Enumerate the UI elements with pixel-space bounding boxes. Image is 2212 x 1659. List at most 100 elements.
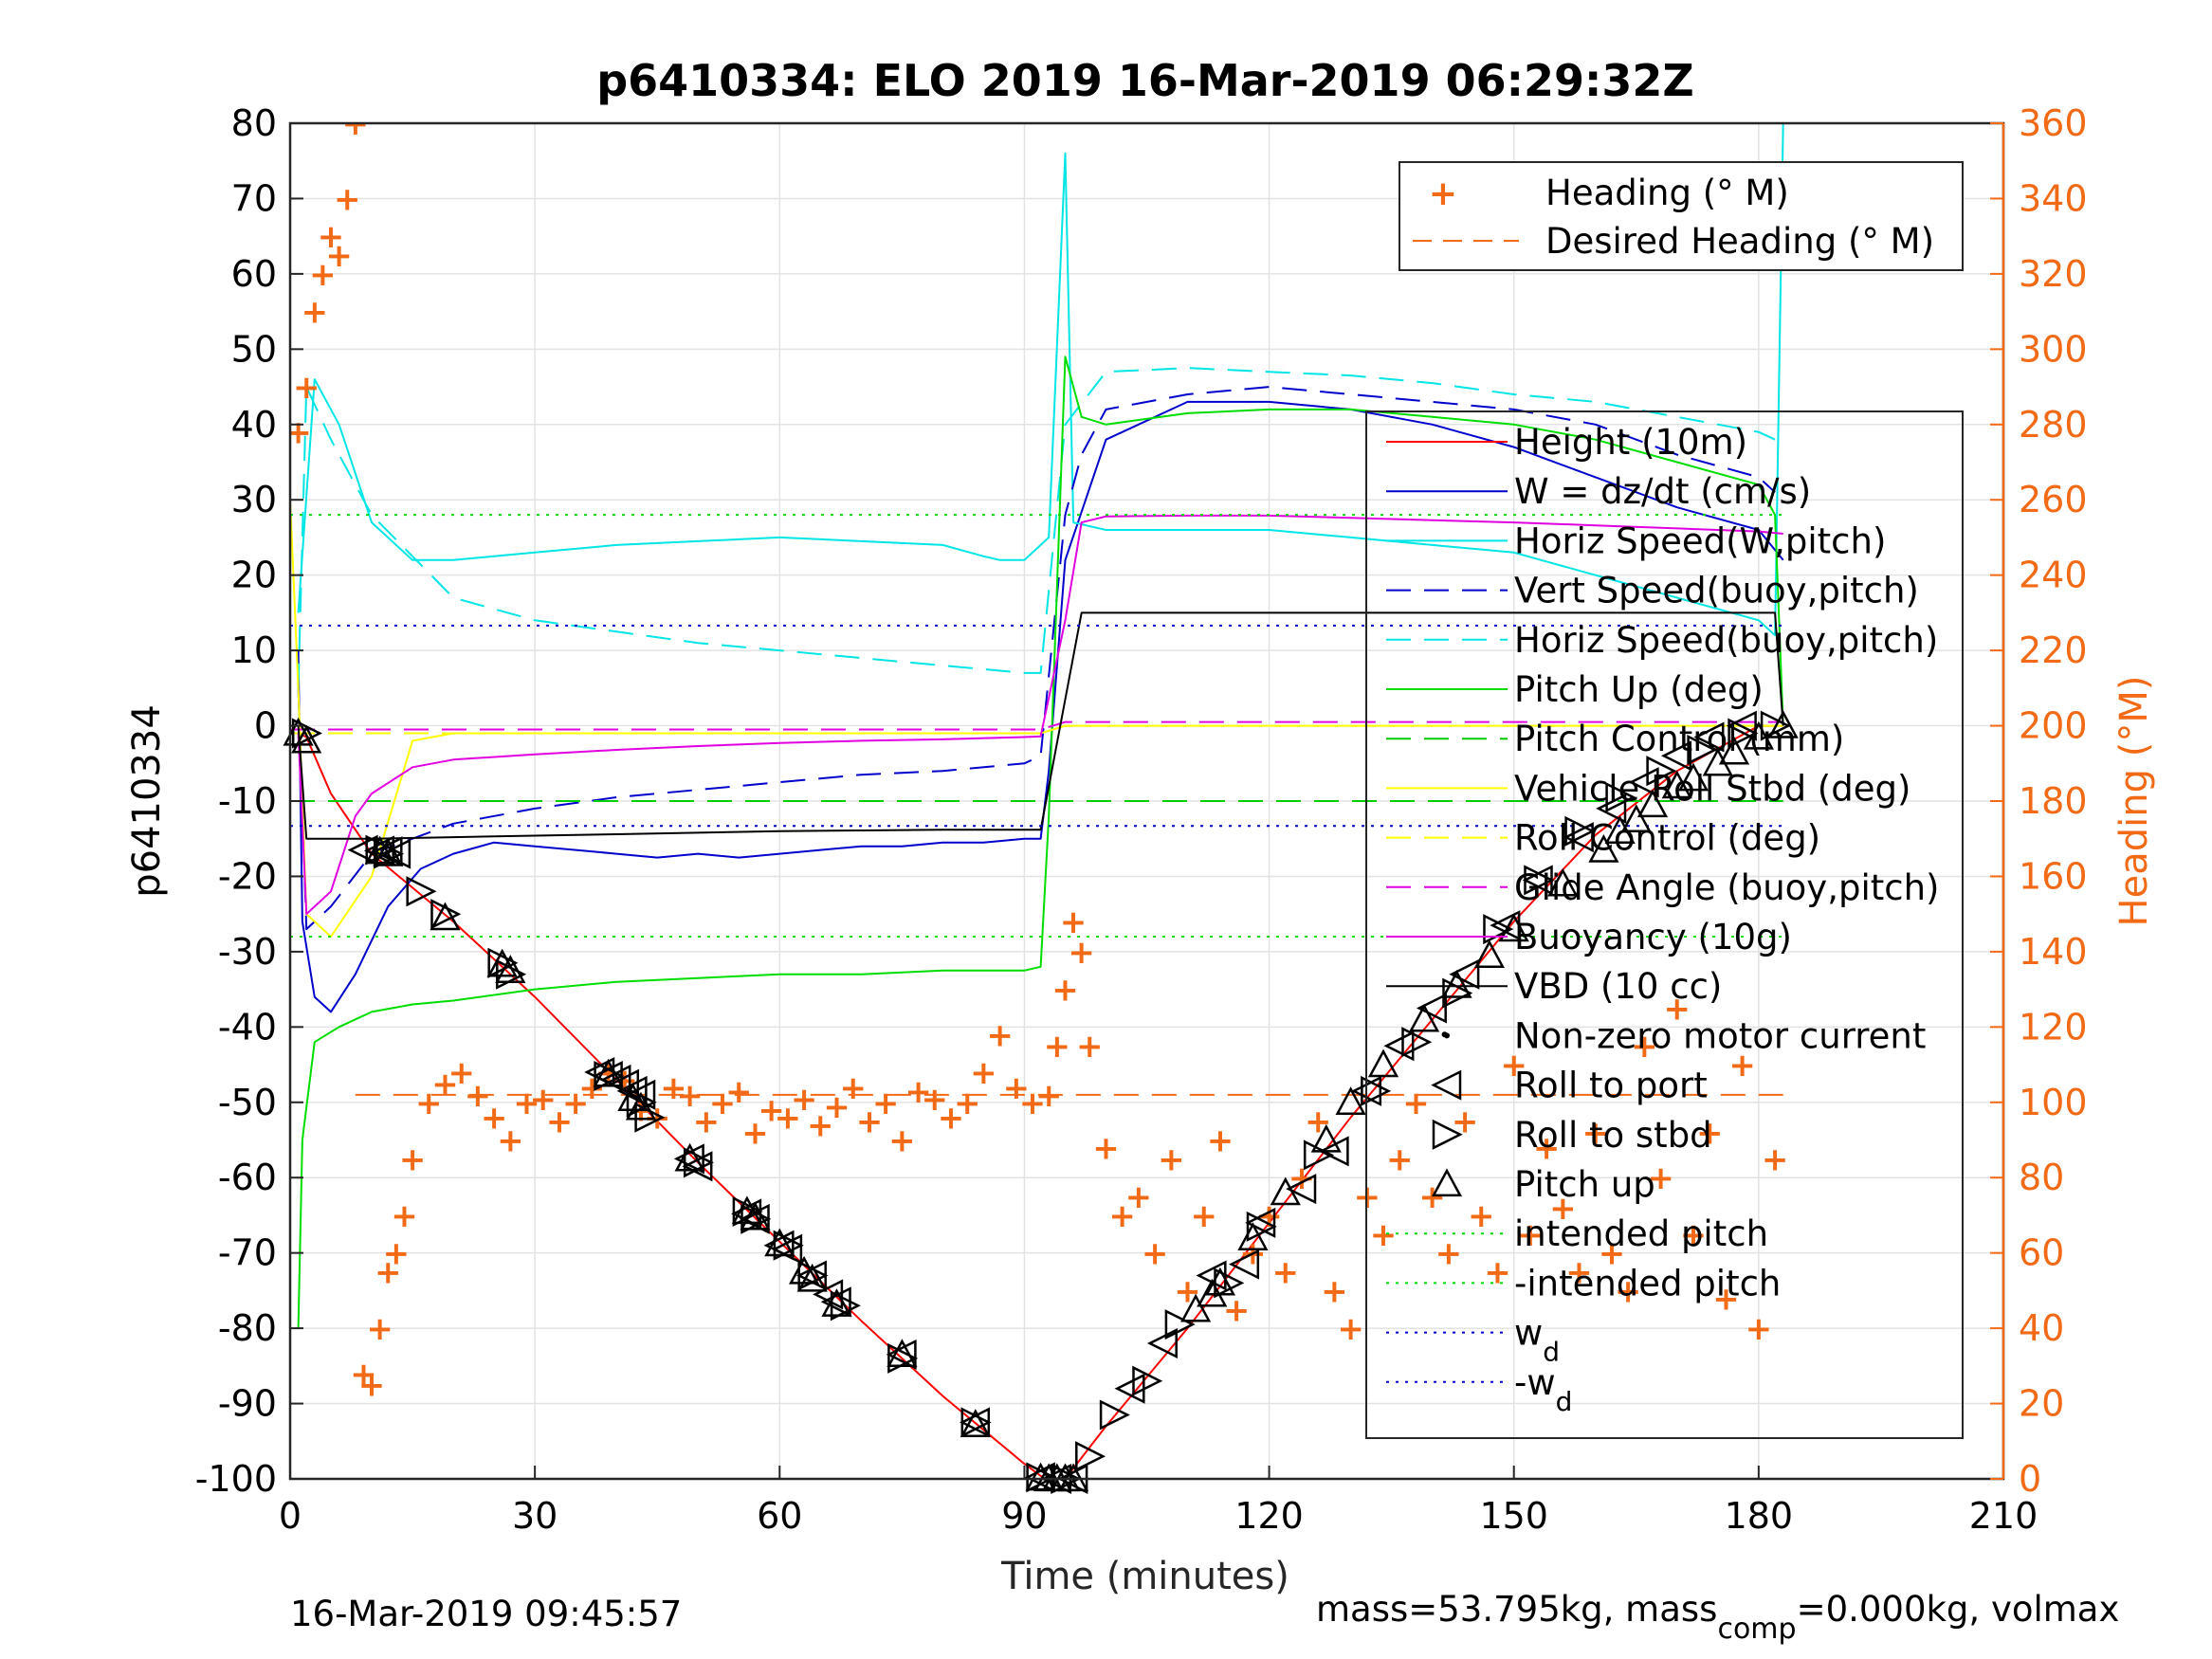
legend-main: Height (10m) W = dz/dt (cm/s) Horiz Speed(…: [1365, 410, 1964, 1439]
y-tick-label-10: 0: [254, 705, 277, 747]
chart-title: p6410334: ELO 2019 16-Mar-2019 06:29:32Z: [596, 55, 1694, 106]
y-tick-label-14: 40: [231, 404, 277, 446]
footer-mass: mass=53.795kg, masscomp=0.000kg, volmax: [1316, 1589, 2119, 1646]
heading-point: +: [709, 1085, 737, 1122]
pitch-up-marker: [1441, 969, 1472, 998]
pitch-up-marker: [1409, 1003, 1440, 1032]
legend-entry-2: Horiz Speed(W,pitch): [1386, 520, 1886, 561]
marker-layer: [283, 709, 1799, 1495]
heading-point: +: [1664, 990, 1691, 1028]
legend-label-1: W = dz/dt (cm/s): [1514, 471, 1811, 512]
heading-point: +: [318, 218, 345, 256]
legend-label-0: Height (10m): [1514, 422, 1747, 463]
heading-point: +: [1746, 1310, 1773, 1348]
heading-point: +: [1158, 1140, 1185, 1178]
heading-point: +: [676, 1077, 704, 1115]
y-right-tick-label-2: 40: [2019, 1307, 2064, 1349]
legend-heading-marker-plus: +: [1429, 174, 1457, 213]
series-horiz-speed-w: [297, 123, 1784, 637]
heading-point: +: [741, 1115, 769, 1153]
heading-point: +: [302, 294, 329, 332]
heading-point: +: [1321, 1272, 1348, 1310]
pitch-up-marker: [1473, 939, 1505, 969]
legend-label-4: Horiz Speed(buoy,pitch): [1514, 620, 1938, 661]
legend-entry-1: W = dz/dt (cm/s): [1386, 471, 1811, 512]
pitch-up-marker: [1180, 1293, 1212, 1322]
heading-point: +: [309, 256, 337, 294]
legend-entry-5: Pitch Up (deg): [1386, 669, 1764, 710]
heading-point: +: [1370, 1216, 1398, 1254]
y-right-tick-label-7: 140: [2019, 931, 2088, 973]
roll-to-port-marker: [1245, 1207, 1276, 1238]
legend-label-main-0: Height (10m): [1514, 422, 1747, 463]
roll-to-stbd-marker: [1246, 1211, 1277, 1242]
legend-label-main-9: Glide Angle (buoy,pitch): [1514, 867, 1939, 908]
heading-point: +: [758, 1092, 785, 1130]
legend-label-3: Vert Speed(buoy,pitch): [1514, 571, 1919, 611]
roll-to-port-marker: [1596, 793, 1627, 824]
heading-point: +: [1092, 1129, 1120, 1167]
legend-entry-16: intended pitch: [1386, 1213, 1768, 1254]
heading-point: +: [1712, 1280, 1740, 1318]
legend-label-9: Glide Angle (buoy,pitch): [1514, 867, 1939, 908]
roll-to-port-marker: [1146, 1327, 1178, 1359]
pitch-up-marker: [1743, 720, 1774, 750]
heading-point: +: [1068, 934, 1095, 972]
legend-entry-0: Height (10m): [1386, 422, 1747, 463]
roll-to-stbd-marker: [594, 1060, 625, 1092]
legend-swatch-14: [1432, 1119, 1463, 1150]
roll-to-stbd-marker: [1524, 865, 1555, 896]
y-tick-label-6: -40: [218, 1006, 277, 1048]
heading-point: +: [922, 1081, 949, 1119]
pitch-up-marker: [731, 1195, 762, 1225]
heading-point: +: [1207, 1122, 1234, 1160]
heading-point: +: [1468, 1197, 1495, 1235]
series-buoyancy: [297, 514, 1783, 916]
roll-to-stbd-marker: [487, 947, 519, 978]
roll-to-stbd-marker: [1132, 1365, 1163, 1396]
heading-point: +: [954, 1085, 981, 1122]
heading-point: +: [1108, 1197, 1136, 1235]
legend-label-main-2: Horiz Speed(W,pitch): [1514, 520, 1886, 561]
legend-label-main-1: W = dz/dt (cm/s): [1514, 471, 1811, 512]
heading-point: +: [1517, 1216, 1545, 1254]
legend-label-main-12: Non-zero motor current: [1514, 1015, 1926, 1056]
y-axis-right-label: Heading (°M): [2112, 676, 2156, 927]
heading-point: +: [284, 414, 312, 452]
heading-point: +: [1060, 903, 1088, 941]
legend-heading: + Heading (° M) Desired Heading (° M): [1398, 161, 1964, 271]
heading-point: +: [986, 1016, 1014, 1054]
heading-point: +: [905, 1073, 932, 1111]
heading-point: +: [1484, 1254, 1511, 1292]
y-tick-label-3: -70: [218, 1232, 277, 1274]
roll-to-stbd-marker: [960, 1407, 992, 1438]
heading-point: +: [1174, 1272, 1201, 1310]
heading-point: +: [1418, 1178, 1446, 1216]
roll-to-stbd-marker: [1075, 1441, 1106, 1472]
heading-point: +: [660, 1069, 687, 1107]
pitch-up-marker: [1204, 1267, 1235, 1296]
y-right-tick-label-18: 360: [2019, 102, 2088, 144]
series-horiz-speed-buoy: [297, 367, 1776, 688]
heading-point: +: [888, 1122, 916, 1160]
heading-point: +: [1565, 1254, 1593, 1292]
pitch-up-marker: [593, 1058, 624, 1087]
pitch-up-marker: [674, 1142, 705, 1172]
heading-point: +: [872, 1085, 900, 1122]
legend-label-main-10: Buoyancy (10g): [1514, 917, 1792, 957]
legend-entry-11: VBD (10 cc): [1386, 966, 1722, 1007]
pitch-up-marker: [1237, 1222, 1269, 1250]
heading-point: +: [693, 1103, 721, 1141]
heading-point: +: [725, 1073, 753, 1111]
roll-to-stbd-marker: [406, 876, 437, 907]
roll-to-stbd-marker: [430, 899, 462, 930]
legend-desired-heading-label: Desired Heading (° M): [1545, 221, 1934, 262]
heading-point: +: [1631, 1028, 1658, 1066]
legend-label-main-16: intended pitch: [1514, 1213, 1768, 1254]
y-right-tick-label-6: 120: [2019, 1006, 2088, 1048]
roll-to-port-marker: [1693, 721, 1725, 753]
legend-heading-label: Heading (° M): [1545, 173, 1789, 213]
heading-point: +: [1035, 1077, 1063, 1115]
roll-to-stbd-marker: [1728, 718, 1759, 749]
heading-point: +: [325, 237, 353, 275]
